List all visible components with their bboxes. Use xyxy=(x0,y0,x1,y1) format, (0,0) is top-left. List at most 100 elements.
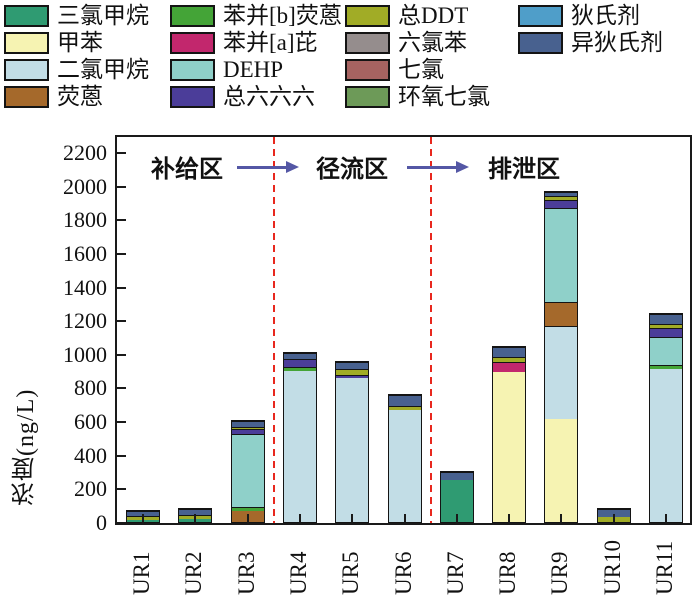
legend-item: DEHP xyxy=(170,56,342,83)
y-axis-tick xyxy=(117,454,126,457)
legend-label: 总六六六 xyxy=(223,83,315,109)
zone-divider xyxy=(429,137,432,523)
x-tick-label: UR8 xyxy=(495,551,521,595)
legend-item: 七氯 xyxy=(345,56,490,83)
legend-swatch xyxy=(170,85,215,108)
legend-label: 苯并[b]荧蒽 xyxy=(223,2,342,28)
y-tick-label: 1000 xyxy=(63,341,107,367)
bar-segment-异狄氏剂 xyxy=(597,509,630,517)
legend-column: 狄氏剂 异狄氏剂 xyxy=(518,2,663,56)
bar-segment-异狄氏剂 xyxy=(388,395,421,406)
x-axis-tick xyxy=(665,514,667,523)
legend-item: 二氯甲烷 xyxy=(4,56,149,83)
x-tick-label: UR3 xyxy=(233,551,259,595)
legend-item: 甲苯 xyxy=(4,29,149,56)
legend-item: 异狄氏剂 xyxy=(518,29,663,56)
bar-segment-总六六六 xyxy=(283,359,316,367)
y-axis-tick xyxy=(117,320,126,323)
bar-UR8 xyxy=(492,346,527,523)
y-tick-label: 2000 xyxy=(63,173,107,199)
legend-item: 苯并[b]荧蒽 xyxy=(170,2,342,29)
x-axis-tick xyxy=(142,514,144,523)
y-tick-label: 1600 xyxy=(63,240,107,266)
bar-segment-苯并[b]荧蒽 xyxy=(283,367,316,371)
x-tick-label: UR7 xyxy=(442,551,468,595)
legend-label: 环氧七氯 xyxy=(398,83,490,109)
x-tick-label: UR4 xyxy=(285,551,311,595)
x-tick-label: UR2 xyxy=(181,551,207,595)
bar-segment-二氯甲烷 xyxy=(283,371,316,522)
y-tick-label: 400 xyxy=(74,442,107,468)
legend-swatch xyxy=(518,4,563,27)
y-tick-label: 1800 xyxy=(63,207,107,233)
bar-segment-总六六六 xyxy=(650,328,682,337)
bar-segment-异狄氏剂 xyxy=(179,509,212,515)
zone-flow-arrow-icon xyxy=(407,161,469,174)
bar-segment-异狄氏剂 xyxy=(545,192,578,196)
chart: 浓度(ng/L) 补给区 径流区 排泄区 0 200 400 600 800 1000 1200… xyxy=(0,112,700,600)
legend-label: 总DDT xyxy=(398,2,469,28)
legend-item: 总DDT xyxy=(345,2,490,29)
legend-swatch xyxy=(170,58,215,81)
y-axis-tick xyxy=(117,252,126,255)
bar-segment-总六六六 xyxy=(545,200,578,208)
x-axis-tick xyxy=(246,514,249,523)
x-axis-tick xyxy=(194,514,197,523)
zone-label: 补给区 xyxy=(151,157,223,183)
y-tick-label: 600 xyxy=(74,409,107,435)
legend-label: 七氯 xyxy=(398,56,444,82)
bar-segment-异狄氏剂 xyxy=(493,347,526,357)
y-tick-label: 0 xyxy=(96,510,107,535)
y-axis-tick xyxy=(117,219,126,222)
legend: 三氯甲烷 甲苯 二氯甲烷 荧蒽 苯并[b]荧蒽 苯并[a]芘 DEHP 总六六六 总DDT 六氯苯… xyxy=(2,2,698,112)
legend-label: 三氯甲烷 xyxy=(57,2,149,28)
x-tick-label: UR11 xyxy=(652,540,677,595)
bar-segment-甲苯 xyxy=(545,419,578,522)
x-axis-tick xyxy=(612,514,615,523)
bar-segment-异狄氏剂 xyxy=(650,314,682,324)
bar-segment-总DDT xyxy=(545,196,578,200)
y-axis-tick xyxy=(117,421,126,424)
bar-segment-二氯甲烷 xyxy=(650,369,682,522)
x-axis-tick xyxy=(508,514,511,523)
bar-segment-荧蒽 xyxy=(545,302,578,326)
legend-item: 苯并[a]芘 xyxy=(170,29,342,56)
bar-segment-总DDT xyxy=(650,324,682,328)
x-axis-tick xyxy=(351,514,354,523)
legend-item: 总六六六 xyxy=(170,83,342,110)
bar-segment-二氯甲烷 xyxy=(388,410,421,522)
y-tick-label: 800 xyxy=(74,375,107,401)
x-axis-tick xyxy=(455,514,458,523)
y-axis-tick xyxy=(117,353,126,356)
legend-swatch xyxy=(345,85,390,108)
bar-segment-二氯甲烷 xyxy=(336,378,369,522)
legend-swatch xyxy=(4,31,49,54)
x-tick-label: UR10 xyxy=(599,540,625,595)
bar-segment-总DDT xyxy=(493,357,526,362)
y-axis-tick xyxy=(117,152,126,154)
legend-item: 三氯甲烷 xyxy=(4,2,149,29)
legend-label: DEHP xyxy=(223,56,284,82)
x-axis-tick xyxy=(560,514,563,523)
bar-segment-总DDT xyxy=(388,406,421,410)
x-tick-label: UR6 xyxy=(390,551,416,595)
legend-swatch xyxy=(345,4,390,27)
y-axis-tick xyxy=(117,387,126,390)
legend-item: 狄氏剂 xyxy=(518,2,663,29)
bar-segment-DEHP xyxy=(231,434,264,507)
zone-divider xyxy=(272,137,275,523)
y-axis-tick xyxy=(117,185,126,188)
bar-segment-总六六六 xyxy=(231,429,264,434)
zone-label: 径流区 xyxy=(316,157,388,183)
x-tick-label: UR5 xyxy=(338,551,364,595)
bar-UR9 xyxy=(544,191,579,523)
bar-UR4 xyxy=(282,352,317,523)
x-axis-tick xyxy=(403,514,406,523)
legend-column: 三氯甲烷 甲苯 二氯甲烷 荧蒽 xyxy=(4,2,149,110)
legend-label: 狄氏剂 xyxy=(571,2,640,28)
y-axis-tick xyxy=(117,488,126,491)
legend-swatch xyxy=(170,31,215,54)
legend-swatch xyxy=(518,31,563,54)
legend-item: 六氯苯 xyxy=(345,29,490,56)
legend-column: 苯并[b]荧蒽 苯并[a]芘 DEHP 总六六六 xyxy=(170,2,342,110)
